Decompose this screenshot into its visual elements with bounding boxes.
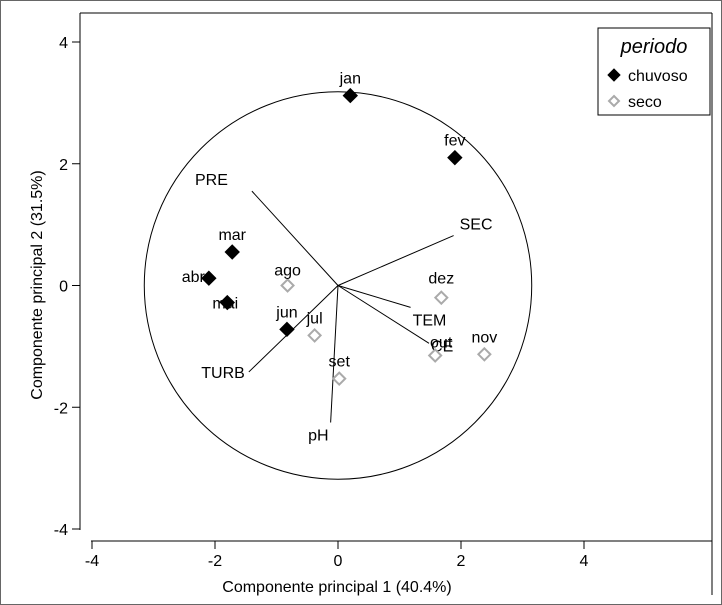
- y-tick-label: 4: [59, 35, 68, 52]
- vector-label-tem: TEM: [413, 312, 447, 329]
- point-out: [427, 348, 443, 363]
- y-tick-label: -2: [54, 400, 68, 417]
- legend-marker-chuvoso: [607, 68, 621, 82]
- x-tick-label: 0: [334, 553, 343, 570]
- legend-title: periodo: [620, 36, 688, 58]
- point-label-mai: mai: [212, 296, 238, 313]
- x-tick-label: -2: [208, 553, 222, 570]
- point-jun: [279, 321, 295, 338]
- point-label-nov: nov: [471, 329, 497, 346]
- x-axis-ticks: -4 -2 0 2 4: [85, 541, 589, 570]
- legend-marker-seco: [607, 94, 621, 108]
- point-nov: [476, 346, 492, 362]
- legend-label-seco: seco: [628, 94, 662, 111]
- point-label-dez: dez: [428, 271, 454, 288]
- point-ago: [280, 278, 295, 293]
- legend-label-chuvoso: chuvoso: [628, 68, 688, 85]
- point-jul: [307, 328, 323, 343]
- y-tick-label: 0: [59, 279, 68, 296]
- vector-label-turb: TURB: [201, 365, 245, 382]
- point-dez: [433, 290, 449, 306]
- vector-label-ph: pH: [308, 427, 328, 444]
- point-label-ago: ago: [274, 263, 301, 280]
- y-axis-ticks: -4 -2 0 2 4: [54, 35, 80, 539]
- point-label-jan: jan: [339, 71, 361, 88]
- vector-ph: [330, 285, 339, 423]
- point-label-abr: abr: [182, 269, 206, 286]
- y-tick-label: 2: [59, 157, 68, 174]
- vector-label-sec: SEC: [460, 217, 493, 234]
- point-label-out: out: [430, 335, 453, 352]
- x-tick-label: 4: [580, 553, 589, 570]
- point-mar: [224, 244, 240, 260]
- legend-entries: chuvoso seco: [607, 68, 688, 111]
- point-abr: [201, 270, 217, 286]
- vector-pre: [251, 190, 339, 286]
- point-label-set: set: [329, 354, 351, 371]
- point-label-jun: jun: [275, 304, 297, 321]
- vector-tem: [337, 285, 411, 308]
- x-tick-label: -4: [85, 553, 99, 570]
- point-set: [331, 371, 347, 387]
- correlation-circle: [143, 91, 533, 480]
- vector-label-pre: PRE: [195, 172, 228, 189]
- point-fev: [447, 149, 463, 166]
- x-tick-label: 2: [457, 553, 466, 570]
- point-label-mar: mar: [218, 227, 246, 244]
- y-axis-title: Componente principal 2 (31.5%): [29, 170, 46, 399]
- legend: periodo chuvoso seco: [597, 27, 711, 116]
- point-label-jul: jul: [306, 310, 323, 327]
- point-mai: [219, 294, 236, 311]
- point-label-fev: fev: [444, 133, 465, 150]
- vector-ce: [337, 285, 430, 344]
- point-jan: [342, 87, 359, 104]
- vector-sec: [337, 235, 454, 286]
- y-tick-label: -4: [54, 522, 68, 539]
- x-axis-title: Componente principal 1 (40.4%): [222, 579, 451, 596]
